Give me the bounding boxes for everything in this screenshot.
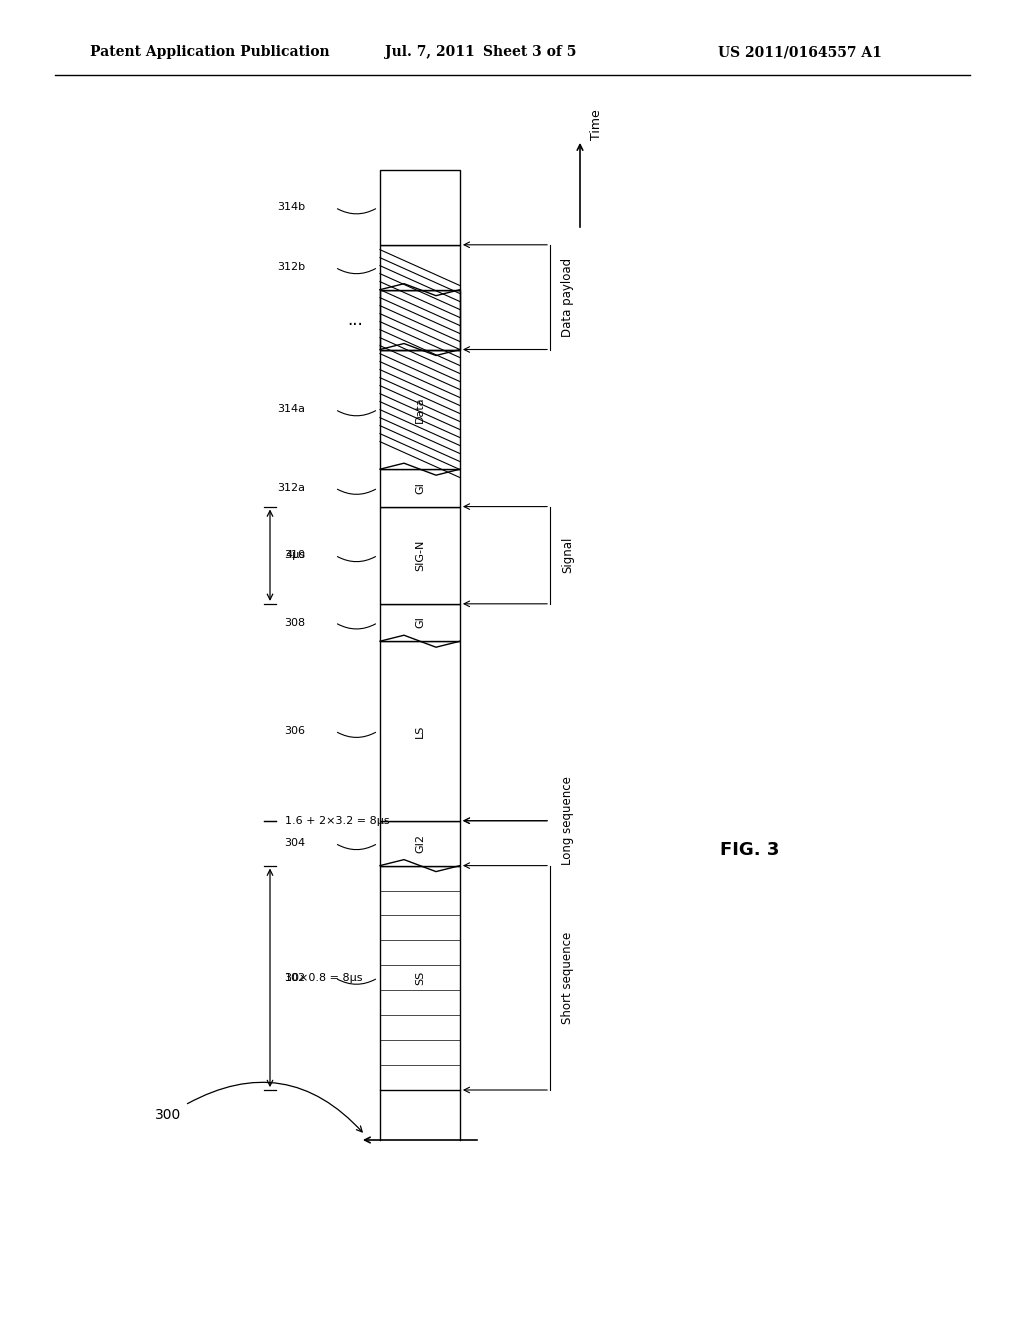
Text: Short sequence: Short sequence bbox=[561, 932, 574, 1024]
Text: 300: 300 bbox=[155, 1107, 181, 1122]
Bar bbox=[380, 350, 460, 469]
Text: 302: 302 bbox=[284, 973, 305, 983]
Text: SS: SS bbox=[415, 970, 425, 985]
Text: GI: GI bbox=[415, 482, 425, 494]
Text: Jul. 7, 2011: Jul. 7, 2011 bbox=[385, 45, 475, 59]
Text: Patent Application Publication: Patent Application Publication bbox=[90, 45, 330, 59]
Text: 4μs: 4μs bbox=[285, 550, 305, 560]
Text: Long sequence: Long sequence bbox=[561, 776, 574, 865]
Text: 312a: 312a bbox=[278, 483, 305, 492]
Text: 314a: 314a bbox=[278, 404, 305, 414]
Text: GI2: GI2 bbox=[415, 834, 425, 853]
Bar bbox=[380, 469, 460, 507]
Text: GI: GI bbox=[415, 616, 425, 628]
Bar bbox=[380, 603, 460, 642]
Bar bbox=[380, 289, 460, 350]
Text: US 2011/0164557 A1: US 2011/0164557 A1 bbox=[718, 45, 882, 59]
Bar bbox=[380, 821, 460, 866]
Bar bbox=[380, 642, 460, 821]
Bar bbox=[380, 866, 460, 1090]
Text: 310: 310 bbox=[284, 550, 305, 560]
Bar bbox=[380, 507, 460, 603]
Bar bbox=[380, 244, 460, 289]
Text: Sheet 3 of 5: Sheet 3 of 5 bbox=[483, 45, 577, 59]
Text: Signal: Signal bbox=[561, 537, 574, 573]
Text: 1.6 + 2×3.2 = 8μs: 1.6 + 2×3.2 = 8μs bbox=[285, 816, 389, 826]
Text: 304: 304 bbox=[284, 838, 305, 849]
Text: 308: 308 bbox=[284, 618, 305, 627]
Text: ...: ... bbox=[347, 310, 362, 329]
Text: 10×0.8 = 8μs: 10×0.8 = 8μs bbox=[285, 973, 362, 983]
Text: Time: Time bbox=[590, 110, 603, 140]
Text: 306: 306 bbox=[284, 726, 305, 737]
Text: 314b: 314b bbox=[276, 202, 305, 213]
Text: SIG-N: SIG-N bbox=[415, 540, 425, 570]
Bar bbox=[380, 289, 460, 350]
Text: LS: LS bbox=[415, 725, 425, 738]
Text: Data: Data bbox=[415, 396, 425, 422]
Text: Data payload: Data payload bbox=[561, 257, 574, 337]
Text: FIG. 3: FIG. 3 bbox=[720, 841, 779, 859]
Text: 312b: 312b bbox=[276, 263, 305, 272]
Bar bbox=[380, 170, 460, 244]
